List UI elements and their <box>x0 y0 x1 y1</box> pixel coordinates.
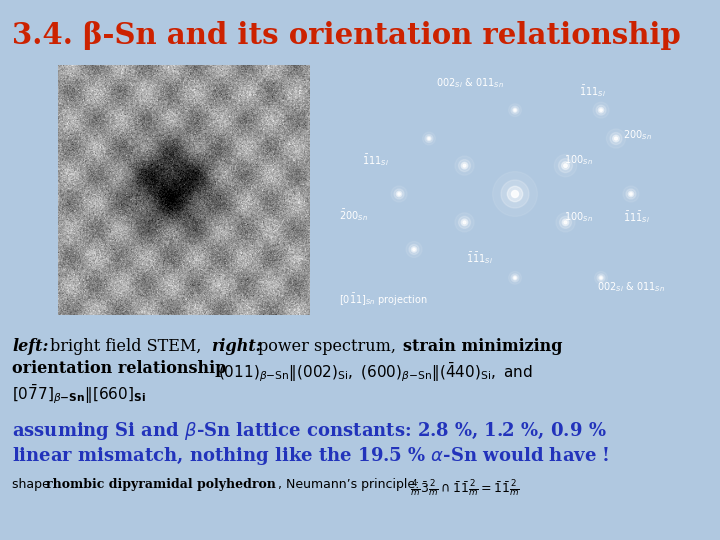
Text: right:: right: <box>211 338 261 355</box>
Text: strain minimizing: strain minimizing <box>403 338 562 355</box>
Circle shape <box>455 213 474 232</box>
Circle shape <box>459 217 470 228</box>
Circle shape <box>513 275 517 280</box>
Circle shape <box>562 162 570 170</box>
Text: left:: left: <box>12 338 48 355</box>
Circle shape <box>606 129 626 148</box>
Circle shape <box>511 191 518 198</box>
Circle shape <box>593 102 609 118</box>
Circle shape <box>556 213 575 232</box>
Text: $\bar{1}$1$\bar{1}$$_{Si}$: $\bar{1}$1$\bar{1}$$_{Si}$ <box>624 210 650 225</box>
Circle shape <box>564 221 567 224</box>
Circle shape <box>564 164 567 167</box>
Circle shape <box>554 154 577 177</box>
Circle shape <box>511 106 519 114</box>
Text: power spectrum,: power spectrum, <box>258 338 396 355</box>
Text: $\bar{2}$00$_{Sn}$: $\bar{2}$00$_{Sn}$ <box>339 207 368 222</box>
Circle shape <box>423 132 436 145</box>
Circle shape <box>511 274 519 282</box>
Circle shape <box>628 191 634 197</box>
Text: $(011)_{\beta\mathregular{-Sn}} \| (002)_{\mathregular{Si}},$ $(600)_{\beta\math: $(011)_{\beta\mathregular{-Sn}} \| (002)… <box>218 360 533 384</box>
Text: rhombic dipyramidal polyhedron: rhombic dipyramidal polyhedron <box>46 478 276 491</box>
Circle shape <box>623 186 639 202</box>
Circle shape <box>396 191 402 197</box>
Circle shape <box>514 109 516 111</box>
Text: assuming Si and $\beta$-Sn lattice constants: 2.8 %, 1.2 %, 0.9 %: assuming Si and $\beta$-Sn lattice const… <box>12 420 607 442</box>
Circle shape <box>610 132 622 145</box>
Text: $[0\bar{7}7]_{\beta\mathregular{-Sn}} \| [660]_{\mathregular{Si}}$: $[0\bar{7}7]_{\beta\mathregular{-Sn}} \|… <box>12 382 146 406</box>
Text: 2 nm: 2 nm <box>77 296 109 309</box>
Circle shape <box>409 245 419 254</box>
Circle shape <box>626 189 636 199</box>
Circle shape <box>559 217 572 228</box>
Circle shape <box>559 159 572 173</box>
Circle shape <box>614 137 618 140</box>
Circle shape <box>630 193 632 195</box>
Circle shape <box>394 189 404 199</box>
Circle shape <box>501 180 529 208</box>
Circle shape <box>406 241 422 258</box>
Circle shape <box>391 186 407 202</box>
Text: 002$_{Si}$ & 011$_{Sn}$: 002$_{Si}$ & 011$_{Sn}$ <box>598 280 665 294</box>
Circle shape <box>508 186 523 202</box>
Circle shape <box>427 136 431 141</box>
Circle shape <box>463 221 466 224</box>
Text: orientation relationship: orientation relationship <box>12 360 226 377</box>
Circle shape <box>455 156 474 175</box>
Circle shape <box>600 277 602 279</box>
Circle shape <box>514 277 516 279</box>
Text: $\bar{1}$11$_{Si}$: $\bar{1}$11$_{Si}$ <box>361 152 389 168</box>
Circle shape <box>513 108 517 112</box>
Text: 100$_{Sn}$: 100$_{Sn}$ <box>564 153 593 167</box>
Text: , Neumann’s principle:: , Neumann’s principle: <box>278 478 431 491</box>
Text: 200$_{Sn}$: 200$_{Sn}$ <box>624 128 652 141</box>
Text: 100$_{Sn}$: 100$_{Sn}$ <box>564 210 593 224</box>
Circle shape <box>562 219 569 226</box>
Circle shape <box>428 138 430 139</box>
Circle shape <box>463 164 466 167</box>
Text: linear mismatch, nothing like the 19.5 % $\alpha$-Sn would have !: linear mismatch, nothing like the 19.5 %… <box>12 445 610 467</box>
Circle shape <box>411 247 417 252</box>
Text: shape: shape <box>12 478 54 491</box>
Circle shape <box>459 160 470 172</box>
Circle shape <box>398 193 400 195</box>
Text: 002$_{Si}$ & 011$_{Sn}$: 002$_{Si}$ & 011$_{Sn}$ <box>436 76 505 90</box>
Circle shape <box>596 105 606 115</box>
Circle shape <box>599 275 603 280</box>
Text: [0$\bar{1}$1]$_{Sn}$ projection: [0$\bar{1}$1]$_{Sn}$ projection <box>339 292 428 308</box>
Circle shape <box>413 248 415 251</box>
Circle shape <box>613 135 619 142</box>
Circle shape <box>597 274 605 282</box>
Circle shape <box>462 163 468 169</box>
Circle shape <box>492 172 537 217</box>
Circle shape <box>425 134 433 143</box>
Circle shape <box>508 272 521 284</box>
Text: $\bar{1}$11$_{Si}$: $\bar{1}$11$_{Si}$ <box>579 83 606 99</box>
Circle shape <box>598 107 604 113</box>
Circle shape <box>508 104 521 117</box>
Text: 3.4. β-Sn and its orientation relationship: 3.4. β-Sn and its orientation relationsh… <box>12 22 680 51</box>
Text: bright field STEM,: bright field STEM, <box>50 338 202 355</box>
Circle shape <box>462 219 468 226</box>
Text: $\frac{4}{m}\bar{3}\frac{2}{m} \cap \bar{1}\bar{1}\frac{2}{m} = \bar{1}\bar{1}\f: $\frac{4}{m}\bar{3}\frac{2}{m} \cap \bar… <box>410 478 520 498</box>
Text: $\bar{1}\bar{1}$1$_{Si}$: $\bar{1}\bar{1}$1$_{Si}$ <box>467 251 493 266</box>
Circle shape <box>595 272 608 284</box>
Circle shape <box>600 109 602 111</box>
